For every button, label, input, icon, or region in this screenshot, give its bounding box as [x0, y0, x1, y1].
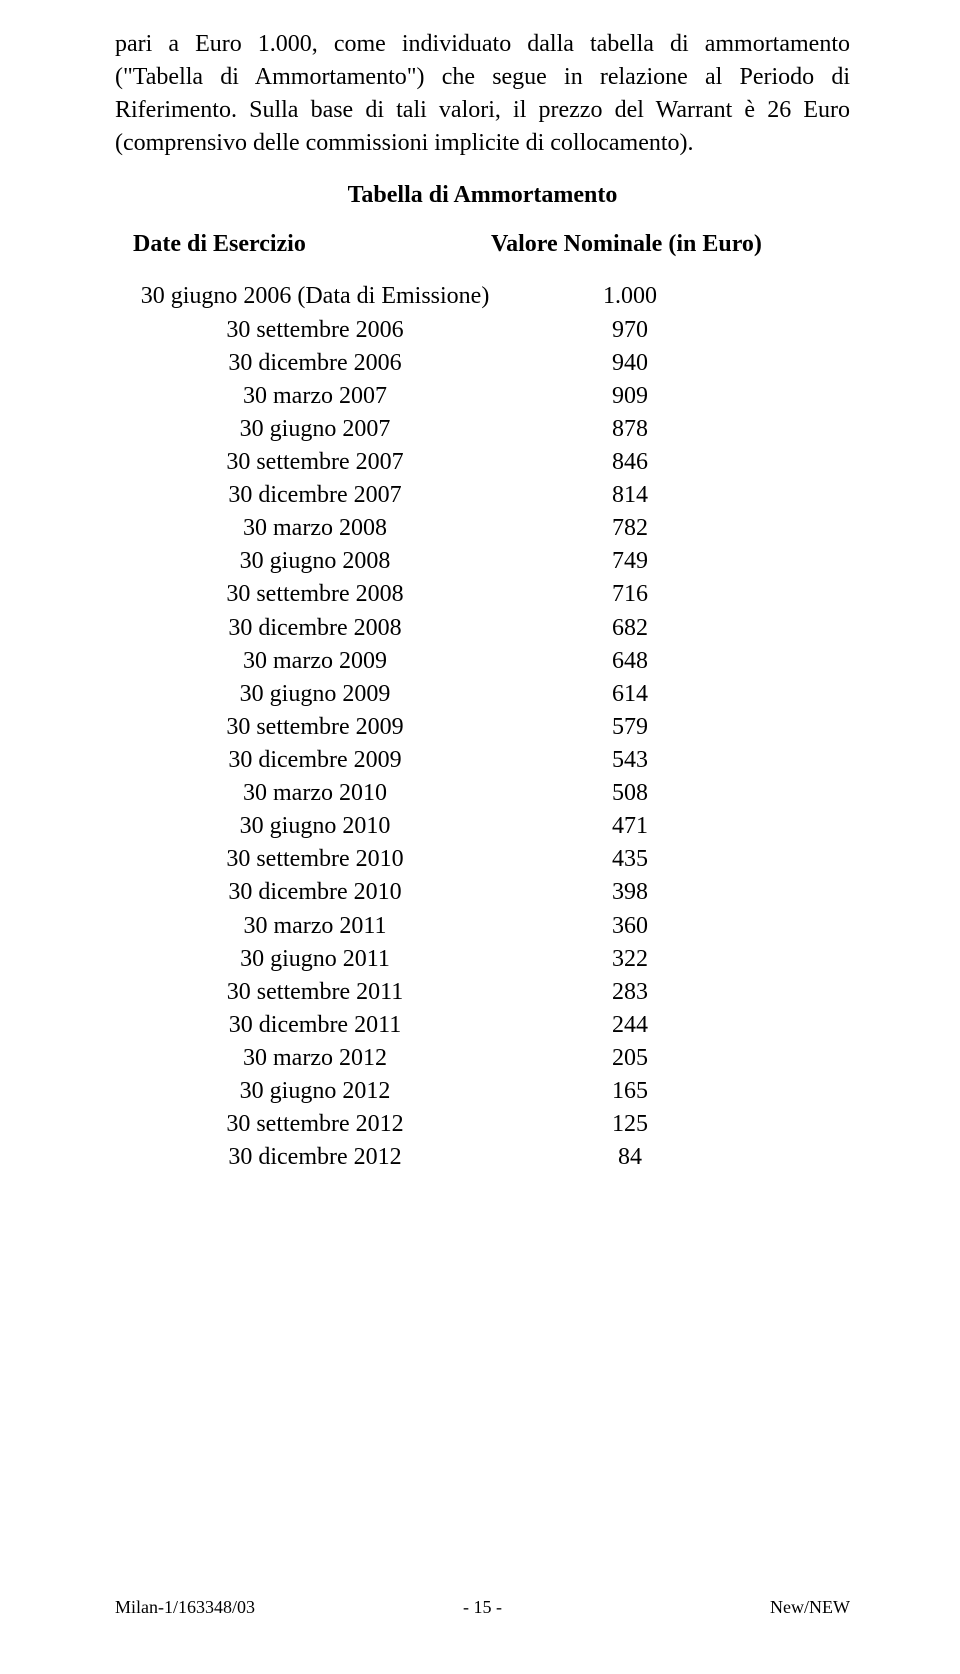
- row-value: 878: [515, 413, 745, 446]
- footer-right: New/NEW: [770, 1597, 850, 1618]
- row-value: 970: [515, 314, 745, 347]
- table-row: 30 giugno 2012165: [115, 1075, 850, 1108]
- table-row: 30 settembre 2009579: [115, 711, 850, 744]
- row-value: 782: [515, 512, 745, 545]
- row-date: 30 settembre 2011: [115, 976, 515, 1009]
- row-date: 30 giugno 2011: [115, 943, 515, 976]
- table-row: 30 giugno 2010471: [115, 810, 850, 843]
- row-date: 30 giugno 2007: [115, 413, 515, 446]
- row-value: 909: [515, 380, 745, 413]
- row-value: 471: [515, 810, 745, 843]
- row-date: 30 settembre 2010: [115, 843, 515, 876]
- row-date: 30 marzo 2010: [115, 777, 515, 810]
- row-date: 30 dicembre 2012: [115, 1141, 515, 1174]
- row-date: 30 settembre 2012: [115, 1108, 515, 1141]
- table-row: 30 giugno 2008749: [115, 545, 850, 578]
- table-row: 30 settembre 2008716: [115, 578, 850, 611]
- table-row: 30 giugno 2007878: [115, 413, 850, 446]
- row-date: 30 giugno 2009: [115, 678, 515, 711]
- table-row: 30 dicembre 2010398: [115, 876, 850, 909]
- row-value: 716: [515, 578, 745, 611]
- row-value: 846: [515, 446, 745, 479]
- table-row: 30 marzo 2010508: [115, 777, 850, 810]
- row-value: 648: [515, 645, 745, 678]
- row-date: 30 giugno 2010: [115, 810, 515, 843]
- row-date: 30 dicembre 2009: [115, 744, 515, 777]
- row-value: 814: [515, 479, 745, 512]
- row-date: 30 settembre 2007: [115, 446, 515, 479]
- table-row: 30 dicembre 2008682: [115, 612, 850, 645]
- row-value: 1.000: [515, 280, 745, 313]
- row-date: 30 dicembre 2010: [115, 876, 515, 909]
- table-row: 30 marzo 2009648: [115, 645, 850, 678]
- row-value: 205: [515, 1042, 745, 1075]
- table-body: 30 giugno 2006 (Data di Emissione)1.0003…: [115, 280, 850, 1174]
- row-value: 940: [515, 347, 745, 380]
- row-date: 30 marzo 2012: [115, 1042, 515, 1075]
- table-row: 30 giugno 2011322: [115, 943, 850, 976]
- page-footer: Milan-1/163348/03 - 15 - New/NEW: [115, 1597, 850, 1618]
- table-row: 30 dicembre 2007814: [115, 479, 850, 512]
- row-date: 30 settembre 2006: [115, 314, 515, 347]
- table-row: 30 dicembre 2006940: [115, 347, 850, 380]
- table-row: 30 giugno 2009614: [115, 678, 850, 711]
- col-header-value: Valore Nominale (in Euro): [453, 231, 850, 258]
- table-row: 30 marzo 2011360: [115, 910, 850, 943]
- table-row: 30 marzo 2012205: [115, 1042, 850, 1075]
- table-row: 30 dicembre 201284: [115, 1141, 850, 1174]
- row-date: 30 marzo 2009: [115, 645, 515, 678]
- row-value: 165: [515, 1075, 745, 1108]
- row-date: 30 marzo 2011: [115, 910, 515, 943]
- page-content: pari a Euro 1.000, come individuato dall…: [0, 0, 960, 1174]
- row-value: 398: [515, 876, 745, 909]
- table-title: Tabella di Ammortamento: [115, 182, 850, 209]
- row-value: 283: [515, 976, 745, 1009]
- row-date: 30 dicembre 2007: [115, 479, 515, 512]
- table-row: 30 marzo 2007909: [115, 380, 850, 413]
- row-date: 30 giugno 2006 (Data di Emissione): [115, 280, 515, 313]
- intro-paragraph: pari a Euro 1.000, come individuato dall…: [115, 28, 850, 160]
- table-row: 30 settembre 2007846: [115, 446, 850, 479]
- table-row: 30 dicembre 2011244: [115, 1009, 850, 1042]
- table-row: 30 giugno 2006 (Data di Emissione)1.000: [115, 280, 850, 313]
- table-row: 30 settembre 2006970: [115, 314, 850, 347]
- footer-left: Milan-1/163348/03: [115, 1597, 255, 1618]
- row-date: 30 dicembre 2008: [115, 612, 515, 645]
- row-value: 360: [515, 910, 745, 943]
- table-row: 30 settembre 2010435: [115, 843, 850, 876]
- row-value: 125: [515, 1108, 745, 1141]
- row-value: 614: [515, 678, 745, 711]
- row-date: 30 dicembre 2011: [115, 1009, 515, 1042]
- row-date: 30 marzo 2007: [115, 380, 515, 413]
- footer-center: - 15 -: [463, 1597, 502, 1618]
- row-value: 244: [515, 1009, 745, 1042]
- row-date: 30 giugno 2012: [115, 1075, 515, 1108]
- table-row: 30 marzo 2008782: [115, 512, 850, 545]
- row-date: 30 marzo 2008: [115, 512, 515, 545]
- amortization-table: Date di Esercizio Valore Nominale (in Eu…: [115, 231, 850, 1174]
- table-row: 30 dicembre 2009543: [115, 744, 850, 777]
- row-value: 322: [515, 943, 745, 976]
- table-headers: Date di Esercizio Valore Nominale (in Eu…: [115, 231, 850, 258]
- row-value: 435: [515, 843, 745, 876]
- table-row: 30 settembre 2012125: [115, 1108, 850, 1141]
- row-value: 749: [515, 545, 745, 578]
- row-date: 30 settembre 2008: [115, 578, 515, 611]
- row-date: 30 giugno 2008: [115, 545, 515, 578]
- row-value: 84: [515, 1141, 745, 1174]
- table-row: 30 settembre 2011283: [115, 976, 850, 1009]
- row-date: 30 dicembre 2006: [115, 347, 515, 380]
- row-value: 682: [515, 612, 745, 645]
- row-value: 543: [515, 744, 745, 777]
- col-header-date: Date di Esercizio: [115, 231, 453, 258]
- row-value: 579: [515, 711, 745, 744]
- row-date: 30 settembre 2009: [115, 711, 515, 744]
- row-value: 508: [515, 777, 745, 810]
